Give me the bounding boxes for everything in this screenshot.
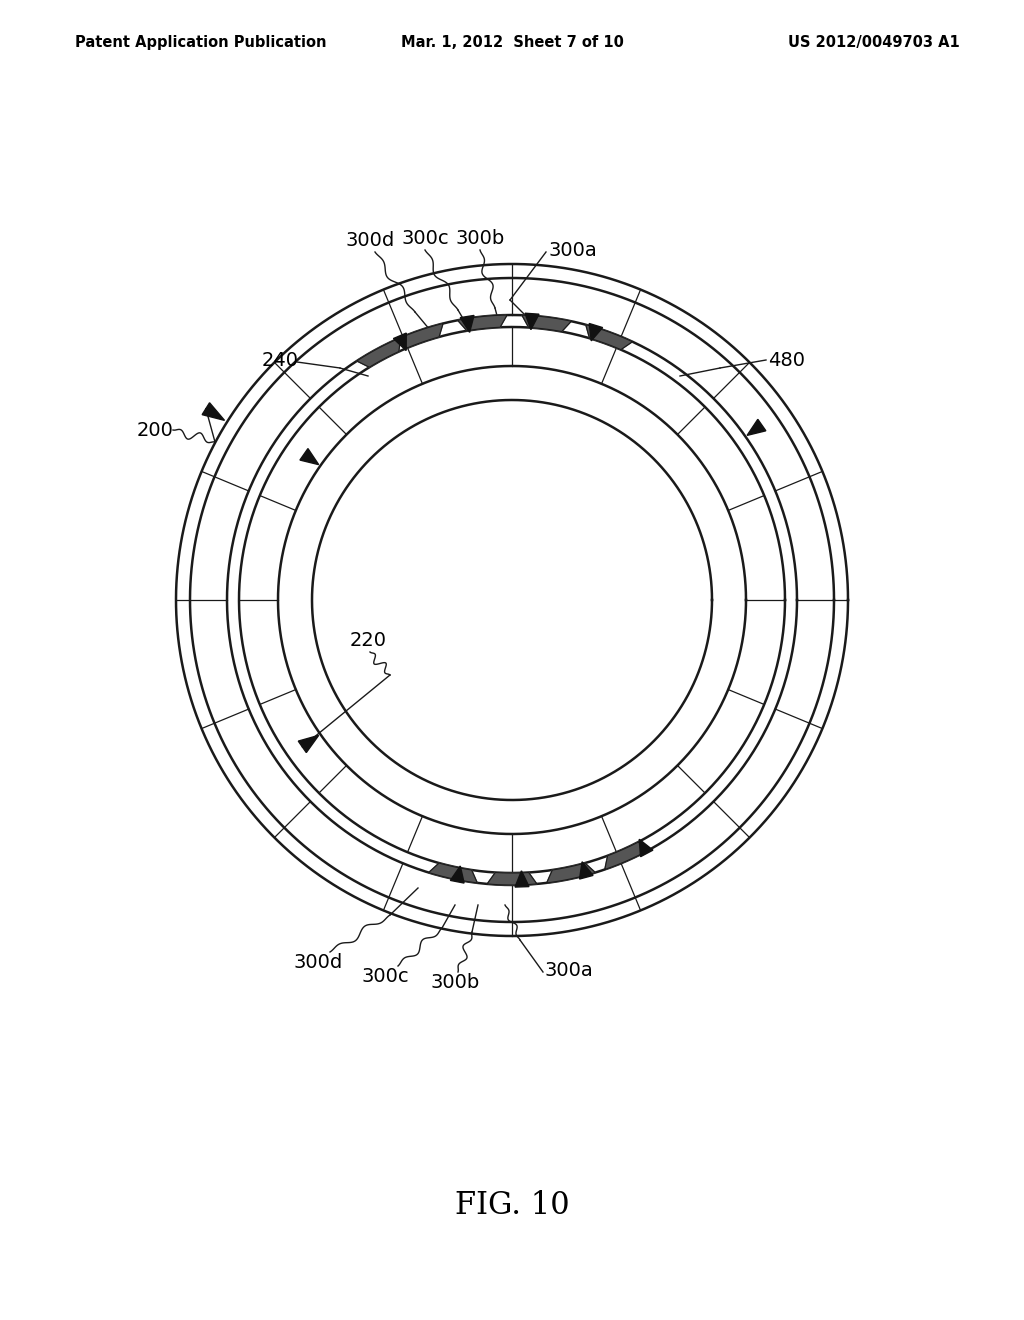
- Polygon shape: [605, 842, 650, 870]
- Text: 300a: 300a: [548, 240, 597, 260]
- Polygon shape: [396, 323, 443, 347]
- Polygon shape: [393, 333, 407, 351]
- Polygon shape: [202, 403, 224, 420]
- Text: 300b: 300b: [430, 974, 479, 993]
- Polygon shape: [298, 735, 318, 752]
- Text: 220: 220: [349, 631, 386, 649]
- Text: 480: 480: [768, 351, 805, 370]
- Polygon shape: [525, 313, 539, 330]
- Polygon shape: [300, 449, 318, 465]
- Text: 300b: 300b: [456, 228, 505, 248]
- Text: FIG. 10: FIG. 10: [455, 1189, 569, 1221]
- Polygon shape: [356, 338, 400, 367]
- Polygon shape: [487, 873, 537, 884]
- Text: Patent Application Publication: Patent Application Publication: [75, 36, 327, 50]
- Polygon shape: [586, 325, 633, 350]
- Text: US 2012/0049703 A1: US 2012/0049703 A1: [788, 36, 961, 50]
- Polygon shape: [429, 863, 477, 883]
- Text: 300c: 300c: [401, 228, 449, 248]
- Polygon shape: [451, 866, 464, 883]
- Polygon shape: [748, 420, 766, 436]
- Text: 300c: 300c: [361, 966, 409, 986]
- Text: 300a: 300a: [545, 961, 594, 979]
- Polygon shape: [515, 871, 529, 887]
- Text: 240: 240: [261, 351, 299, 370]
- Polygon shape: [547, 863, 595, 883]
- Polygon shape: [458, 315, 507, 331]
- Text: 300d: 300d: [345, 231, 394, 249]
- Text: 200: 200: [136, 421, 173, 440]
- Polygon shape: [639, 840, 653, 857]
- Text: Mar. 1, 2012  Sheet 7 of 10: Mar. 1, 2012 Sheet 7 of 10: [400, 36, 624, 50]
- Polygon shape: [460, 315, 474, 333]
- Polygon shape: [522, 315, 571, 331]
- Polygon shape: [589, 323, 602, 341]
- Text: 300d: 300d: [293, 953, 343, 972]
- Polygon shape: [580, 862, 593, 879]
